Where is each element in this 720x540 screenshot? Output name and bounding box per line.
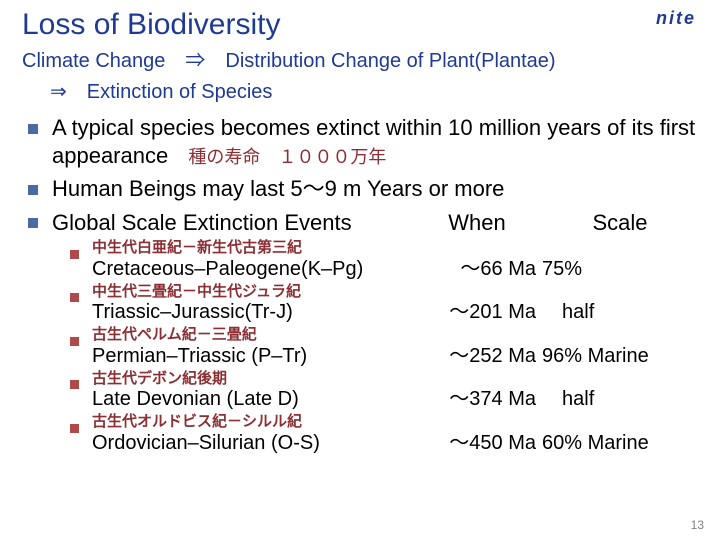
bullet-1: A typical species becomes extinct within… (22, 114, 698, 169)
event-jp-label: 中生代三畳紀－中生代ジュラ紀 (92, 284, 698, 301)
bullet-3-when-header: When (412, 209, 542, 237)
event-jp-label: 古生代オルドビス紀－シルル紀 (92, 414, 698, 431)
event-item: 古生代オルドビス紀－シルル紀 Ordovician–Silurian (O-S)… (70, 414, 698, 456)
bullet-3-scale-header: Scale (542, 209, 698, 237)
event-scale: half (542, 387, 698, 412)
event-jp-label: 中生代白亜紀－新生代古第三紀 (92, 240, 698, 257)
event-name: Triassic–Jurassic(Tr-J) (92, 300, 422, 325)
main-bullets: A typical species becomes extinct within… (22, 114, 698, 456)
bullet-2-text: Human Beings may last 5～9 m Years or mor… (52, 176, 504, 201)
subtitle-line-1: Climate Change ⇒ Distribution Change of … (22, 44, 698, 73)
event-when: ～374 Ma (422, 387, 542, 412)
event-item: 古生代ペルム紀－三畳紀 Permian–Triassic (P–Tr) ～252… (70, 327, 698, 369)
event-item: 古生代デボン紀後期 Late Devonian (Late D) ～374 Ma… (70, 371, 698, 413)
logo: nite (656, 8, 696, 29)
bullet-3: Global Scale Extinction Events When Scal… (22, 209, 698, 456)
event-name: Late Devonian (Late D) (92, 387, 422, 412)
bullet-3-name: Global Scale Extinction Events (52, 209, 412, 237)
events-list: 中生代白亜紀－新生代古第三紀 Cretaceous–Paleogene(K–Pg… (52, 240, 698, 456)
event-name: Cretaceous–Paleogene(K–Pg) (92, 257, 422, 282)
event-name: Permian–Triassic (P–Tr) (92, 344, 422, 369)
slide: nite Loss of Biodiversity Climate Change… (0, 0, 720, 540)
event-scale: 75% (542, 257, 698, 282)
event-scale: half (542, 300, 698, 325)
event-jp-label: 古生代ペルム紀－三畳紀 (92, 327, 698, 344)
bullet-1-jp: 種の寿命 １０００万年 (174, 147, 386, 167)
event-when: ～252 Ma (422, 344, 542, 369)
event-item: 中生代三畳紀－中生代ジュラ紀 Triassic–Jurassic(Tr-J) ～… (70, 284, 698, 326)
event-when: ～450 Ma (422, 431, 542, 456)
event-when: ～201 Ma (422, 300, 542, 325)
slide-title: Loss of Biodiversity (22, 8, 698, 42)
event-name: Ordovician–Silurian (O-S) (92, 431, 422, 456)
event-when: ～66 Ma (422, 257, 542, 282)
subtitle-line-2: ⇒ Extinction of Species (22, 75, 698, 104)
event-jp-label: 古生代デボン紀後期 (92, 371, 698, 388)
event-item: 中生代白亜紀－新生代古第三紀 Cretaceous–Paleogene(K–Pg… (70, 240, 698, 282)
event-scale: 60% Marine (542, 431, 698, 456)
event-scale: 96% Marine (542, 344, 698, 369)
bullet-2: Human Beings may last 5～9 m Years or mor… (22, 175, 698, 203)
slide-number: 13 (691, 518, 704, 532)
